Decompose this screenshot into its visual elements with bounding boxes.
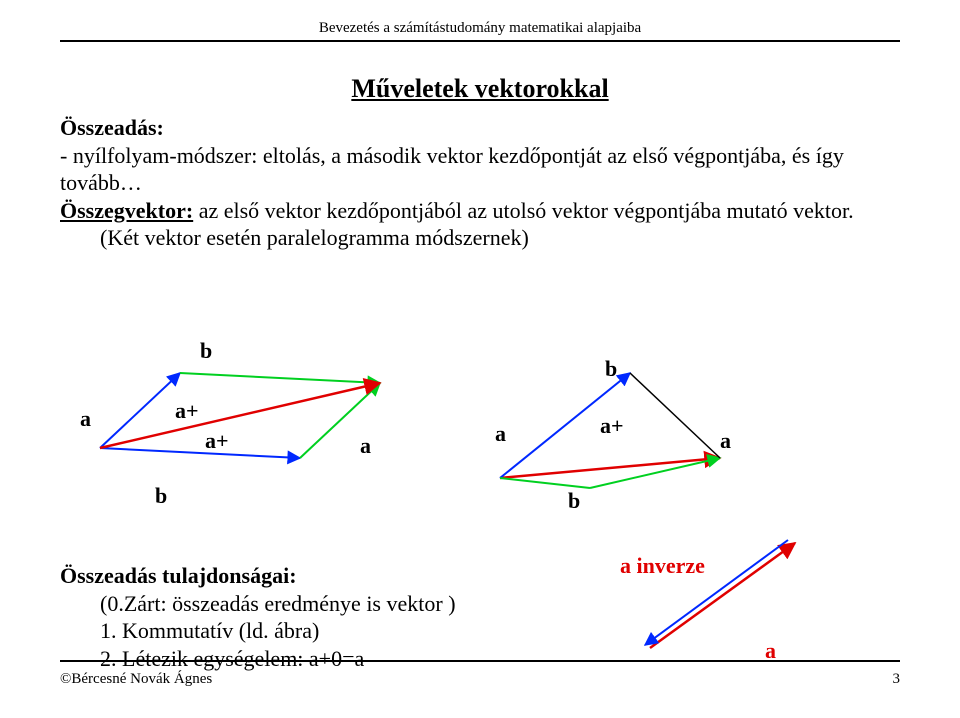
p-osszegvektor: Összegvektor: az első vektor kezdőpontjá… [60,197,900,225]
p-line1: - nyílfolyam-módszer: eltolás, a második… [60,142,900,197]
left-sum [100,383,380,448]
p-ketsvektor: (Két vektor esetén paralelogramma módsze… [100,224,900,252]
left-b-left [100,373,180,448]
prop0: (0.Zárt: összeadás eredménye is vektor ) [100,590,900,618]
prop2: 2. Létezik egységelem: a+0=a [100,645,900,673]
left-a-top [180,373,380,383]
lbl-right-a-right: a [720,428,731,454]
osszegvektor-label: Összegvektor: [60,198,193,223]
right-b-seg1 [500,478,590,488]
page: Bevezetés a számítástudomány matematikai… [0,0,960,718]
lbl-left-b-bottom: b [155,483,167,509]
tulajd-label: Összeadás tulajdonságai: [60,562,900,590]
footer-rule [60,660,900,662]
right-a-red [500,458,720,478]
p-osszeadas: Összeadás: [60,114,900,142]
header-rule [60,40,900,42]
section-title: Műveletek vektorokkal [60,74,900,104]
lbl-left-b-top: b [200,338,212,364]
lbl-right-b-bottom: b [568,488,580,514]
content-area: Műveletek vektorokkal Összeadás: - nyílf… [60,70,900,648]
page-number: 3 [893,671,901,688]
lbl-left-a-top: a [80,406,91,432]
footer-author: ©Bércesné Novák Ágnes [60,671,212,688]
osszegvektor-rest: az első vektor kezdőpontjából az utolsó … [193,198,853,223]
right-top-black [630,373,720,458]
vector-diagram: a b a+ a+ a b a b a+ a b a inverze a [60,328,900,548]
line1-text: nyílfolyam-módszer: eltolás, a második v… [60,143,844,196]
lbl-right-aplus: a+ [600,413,624,439]
right-b-seg2 [590,458,720,488]
osszeadas-label: Összeadás: [60,115,164,140]
lbl-left-aplus2: a+ [205,428,229,454]
left-a-bottom [100,448,300,458]
lower-text: Összeadás tulajdonságai: (0.Zárt: összea… [60,562,900,672]
lbl-left-aplus1: a+ [175,398,199,424]
prop1: 1. Kommutatív (ld. ábra) [100,617,900,645]
page-header: Bevezetés a számítástudomány matematikai… [60,20,900,37]
lbl-left-a-right: a [360,433,371,459]
lbl-right-a-left: a [495,421,506,447]
lbl-right-b-top: b [605,356,617,382]
